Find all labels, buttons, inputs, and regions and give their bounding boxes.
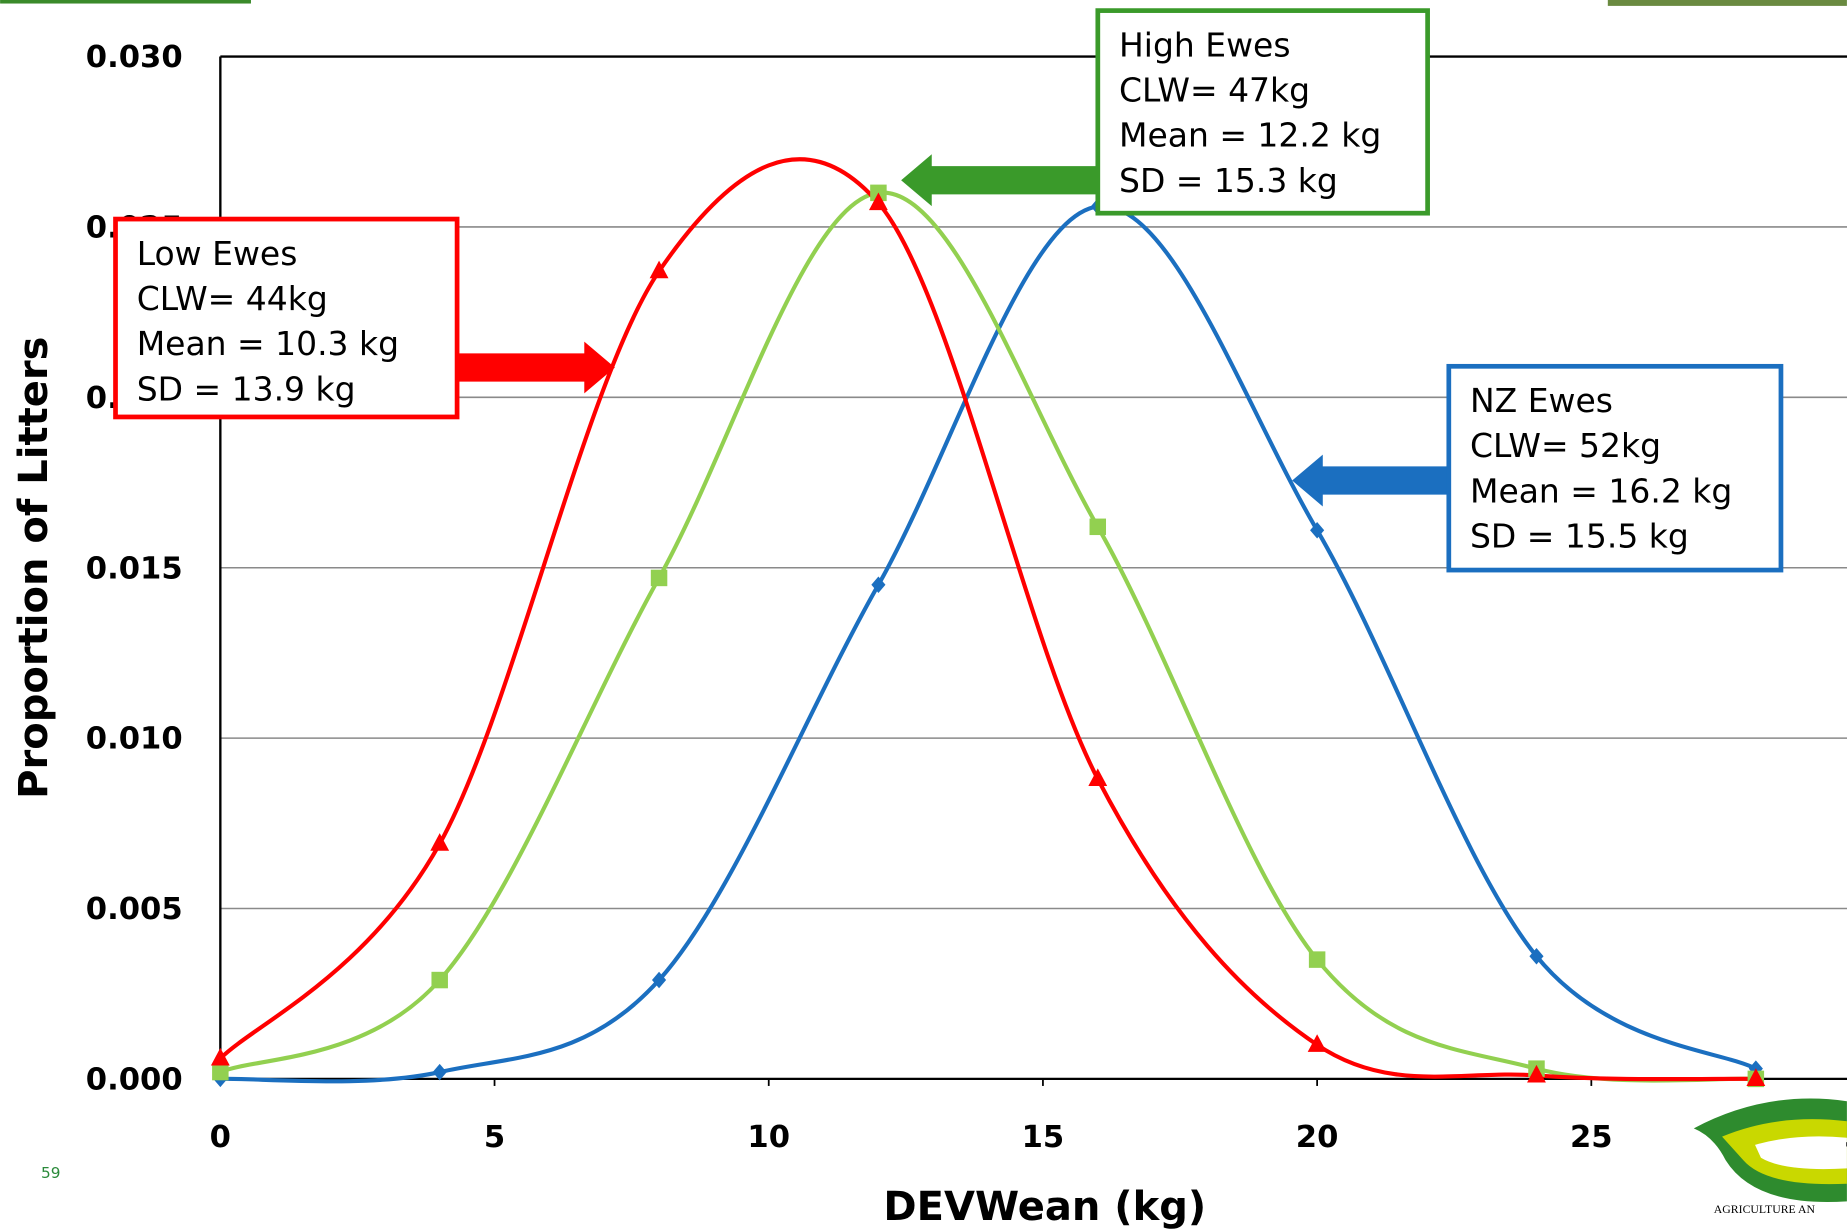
marker xyxy=(431,971,448,989)
marker xyxy=(1308,951,1326,968)
annotation-title: Low Ewes xyxy=(137,234,298,273)
x-tick-label: 15 xyxy=(1022,1120,1065,1155)
series-line xyxy=(218,157,1756,1082)
logo: AGRICULTURE AN xyxy=(1693,1098,1847,1216)
marker xyxy=(212,1063,229,1081)
annotation-line: CLW= 52kg xyxy=(1470,426,1661,465)
y-tick-label: 0.005 xyxy=(86,892,183,927)
marker xyxy=(1307,1034,1327,1052)
annotation-box xyxy=(113,216,460,420)
annotation-arrow xyxy=(1292,454,1449,507)
x-tick-label: 25 xyxy=(1570,1120,1613,1155)
logo-shape xyxy=(1755,1136,1847,1170)
marker xyxy=(871,576,886,593)
marker xyxy=(1527,1064,1546,1083)
annotation-box xyxy=(1095,8,1430,216)
marker xyxy=(650,569,668,587)
series-line xyxy=(219,190,1756,1083)
annotation-box xyxy=(1446,363,1784,573)
series-line xyxy=(220,204,1757,1084)
decoration xyxy=(1607,0,1847,6)
annotation-arrow xyxy=(901,154,1098,207)
x-tick-label: 5 xyxy=(484,1120,505,1155)
annotation-line: CLW= 44kg xyxy=(137,279,328,318)
annotation-line: Mean = 12.2 kg xyxy=(1119,116,1381,155)
x-tick-label: 30 xyxy=(1844,1120,1847,1155)
x-tick-label: 10 xyxy=(747,1120,790,1155)
x-tick-label: 20 xyxy=(1296,1120,1339,1155)
marker xyxy=(210,1047,230,1066)
y-axis-title: Proportion of Litters xyxy=(11,337,57,799)
y-tick-label: 0.000 xyxy=(86,1062,183,1097)
annotation-line: SD = 15.3 kg xyxy=(1119,161,1338,200)
decoration xyxy=(0,0,251,4)
annotation-line: SD = 15.5 kg xyxy=(1470,517,1689,556)
marker xyxy=(432,1063,447,1081)
marker xyxy=(1088,768,1108,787)
marker xyxy=(1746,1068,1766,1086)
marker xyxy=(1529,947,1544,965)
annotation-arrow xyxy=(457,341,615,394)
page-number: 59 xyxy=(41,1164,60,1182)
y-tick-label: 0.015 xyxy=(86,551,183,586)
annotation-line: CLW= 47kg xyxy=(1119,70,1310,109)
x-tick-label: 0 xyxy=(210,1120,231,1155)
annotation-line: Mean = 10.3 kg xyxy=(137,324,399,363)
marker xyxy=(649,260,669,279)
y-tick-label: 0.010 xyxy=(86,722,183,757)
logo-text: AGRICULTURE AN xyxy=(1714,1203,1816,1216)
marker xyxy=(1089,518,1107,536)
annotation-title: NZ Ewes xyxy=(1470,381,1613,420)
y-tick-label: 0.030 xyxy=(86,40,183,75)
annotation-line: Mean = 16.2 kg xyxy=(1470,471,1732,510)
annotation-line: SD = 13.9 kg xyxy=(137,369,356,408)
marker xyxy=(651,971,667,989)
x-axis-title: DEVWean (kg) xyxy=(883,1184,1206,1230)
marker xyxy=(868,192,888,211)
marker xyxy=(430,833,450,851)
annotation-title: High Ewes xyxy=(1119,26,1291,65)
